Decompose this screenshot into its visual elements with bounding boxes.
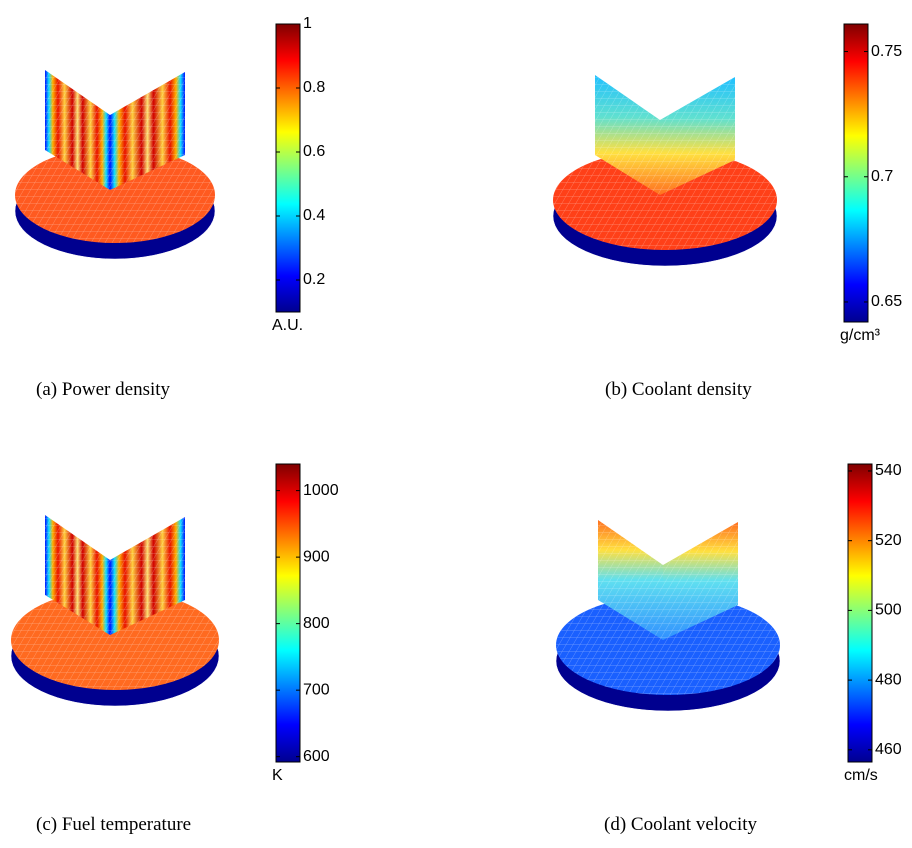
colorbar-unit: A.U. (272, 317, 303, 334)
core-wall-grid (595, 75, 660, 195)
colorbar-unit: K (272, 767, 283, 784)
colorbar (275, 23, 301, 313)
colorbar-tick-label: 0.4 (303, 207, 325, 224)
core-wall-grid (45, 515, 110, 635)
colorbar-tick-label: 0.65 (871, 293, 902, 310)
colorbar (847, 463, 873, 763)
core-wall-grid (45, 70, 110, 190)
core-plot (555, 520, 781, 712)
colorbar (275, 463, 301, 763)
colorbar-tick-label: 0.75 (871, 43, 902, 60)
colorbar-tick-label: 0.8 (303, 79, 325, 96)
colorbar-tick-label: 1000 (303, 482, 339, 499)
caption: (c) Fuel temperature (36, 814, 191, 835)
core-wall-grid (660, 77, 735, 195)
core-wall-grid (663, 522, 738, 640)
colorbar-tick-label: 600 (303, 748, 330, 765)
core-wall-grid (110, 72, 185, 190)
core-plot (14, 70, 216, 260)
colorbar-tick-label: 700 (303, 681, 330, 698)
core-plot (10, 515, 220, 707)
colorbar-unit: g/cm³ (840, 327, 881, 344)
caption: (a) Power density (36, 379, 171, 400)
colorbar-tick-label: 900 (303, 548, 330, 565)
colorbar-tick-label: 540 (875, 462, 902, 479)
core-wall-grid (598, 520, 663, 640)
colorbar (843, 23, 869, 323)
colorbar-tick-label: 520 (875, 532, 902, 549)
caption: (b) Coolant density (605, 379, 752, 400)
core-base-grid (556, 595, 780, 695)
core-base-grid (11, 590, 219, 690)
colorbar-tick-label: 500 (875, 602, 902, 619)
colorbar-tick-label: 0.6 (303, 143, 325, 160)
colorbar-tick-label: 0.7 (871, 168, 893, 185)
colorbar-tick-label: 460 (875, 741, 902, 758)
caption: (d) Coolant velocity (604, 814, 758, 835)
core-wall-grid (110, 517, 185, 635)
core-base-grid (15, 147, 215, 243)
core-base-grid (553, 150, 777, 250)
colorbar-tick-label: 480 (875, 671, 902, 688)
colorbar-unit: cm/s (844, 767, 878, 784)
colorbar-tick-label: 800 (303, 615, 330, 632)
colorbar-tick-label: 1 (303, 15, 312, 32)
core-plot (552, 75, 778, 267)
colorbar-tick-label: 0.2 (303, 271, 325, 288)
